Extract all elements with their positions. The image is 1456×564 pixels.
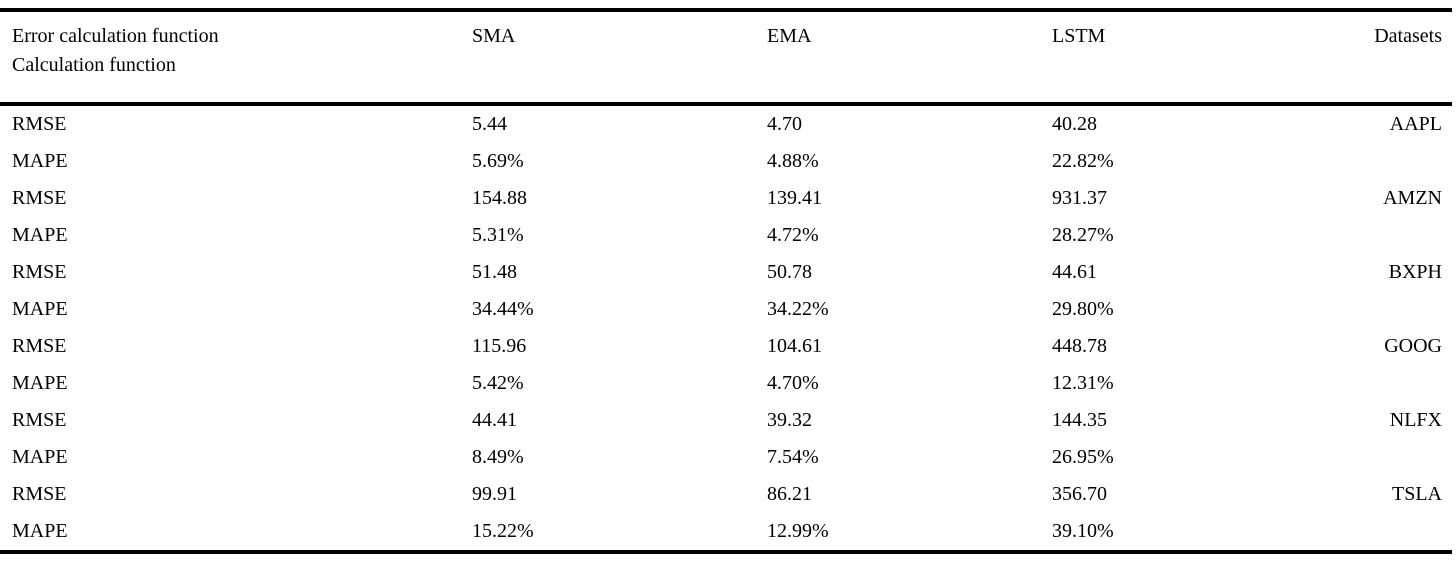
dataset-cell: AMZN xyxy=(1383,187,1442,209)
ema-cell: 50.78 xyxy=(767,261,812,283)
column-header-ema: EMA xyxy=(767,10,1052,106)
metric-cell: MAPE xyxy=(12,298,68,320)
metric-cell: MAPE xyxy=(12,224,68,246)
lstm-cell: 448.78 xyxy=(1052,335,1107,357)
dataset-cell xyxy=(1345,217,1452,254)
metric-cell: RMSE xyxy=(12,187,67,209)
sma-cell: 5.42% xyxy=(472,372,524,394)
dataset-cell: TSLA xyxy=(1392,483,1442,505)
lstm-cell: 931.37 xyxy=(1052,187,1107,209)
dataset-cell xyxy=(1345,291,1452,328)
sma-cell: 5.31% xyxy=(472,224,524,246)
ema-cell: 4.70 xyxy=(767,113,802,135)
dataset-cell xyxy=(1345,513,1452,552)
column-header-lstm: LSTM xyxy=(1052,10,1345,106)
metric-cell: RMSE xyxy=(12,113,67,135)
metric-cell: MAPE xyxy=(12,372,68,394)
ema-cell: 7.54% xyxy=(767,446,819,468)
dataset-cell xyxy=(1345,439,1452,476)
ema-cell: 12.99% xyxy=(767,520,829,542)
lstm-cell: 39.10% xyxy=(1052,520,1114,542)
dataset-cell: NLFX xyxy=(1389,409,1442,431)
metric-cell: MAPE xyxy=(12,446,68,468)
dataset-cell xyxy=(1345,143,1452,180)
table-row: RMSE 51.48 50.78 44.61 BXPH xyxy=(0,254,1452,291)
header-line-1: Error calculation function xyxy=(12,25,219,47)
lstm-cell: 28.27% xyxy=(1052,224,1114,246)
lstm-cell: 40.28 xyxy=(1052,113,1097,135)
dataset-cell: BXPH xyxy=(1388,261,1442,283)
sma-cell: 15.22% xyxy=(472,520,534,542)
ema-cell: 139.41 xyxy=(767,187,822,209)
lstm-cell: 26.95% xyxy=(1052,446,1114,468)
table-row: RMSE 99.91 86.21 356.70 TSLA xyxy=(0,476,1452,513)
sma-cell: 44.41 xyxy=(472,409,517,431)
column-header-error-function: Error calculation function Calculation f… xyxy=(0,10,472,106)
table-body: RMSE 5.44 4.70 40.28 AAPL MAPE 5.69% 4.8… xyxy=(0,104,1452,552)
sma-cell: 34.44% xyxy=(472,298,534,320)
dataset-cell: AAPL xyxy=(1389,113,1442,135)
sma-cell: 115.96 xyxy=(472,335,527,357)
sma-cell: 8.49% xyxy=(472,446,524,468)
column-header-sma: SMA xyxy=(472,10,767,106)
lstm-cell: 44.61 xyxy=(1052,261,1097,283)
ema-cell: 4.70% xyxy=(767,372,819,394)
lstm-cell: 29.80% xyxy=(1052,298,1114,320)
sma-cell: 51.48 xyxy=(472,261,517,283)
sma-cell: 99.91 xyxy=(472,483,517,505)
table-row: RMSE 115.96 104.61 448.78 GOOG xyxy=(0,328,1452,365)
table-row: RMSE 44.41 39.32 144.35 NLFX xyxy=(0,402,1452,439)
header-row: Error calculation function Calculation f… xyxy=(0,10,1452,106)
metric-cell: RMSE xyxy=(12,483,67,505)
table-row: MAPE 5.31% 4.72% 28.27% xyxy=(0,217,1452,254)
sma-cell: 154.88 xyxy=(472,187,527,209)
dataset-cell xyxy=(1345,365,1452,402)
column-header-datasets: Datasets xyxy=(1345,10,1452,106)
ema-cell: 4.72% xyxy=(767,224,819,246)
metric-cell: RMSE xyxy=(12,409,67,431)
table-row: RMSE 5.44 4.70 40.28 AAPL xyxy=(0,104,1452,143)
sma-cell: 5.44 xyxy=(472,113,507,135)
metric-cell: MAPE xyxy=(12,150,68,172)
ema-cell: 39.32 xyxy=(767,409,812,431)
table-row: MAPE 8.49% 7.54% 26.95% xyxy=(0,439,1452,476)
ema-cell: 34.22% xyxy=(767,298,829,320)
table-row: RMSE 154.88 139.41 931.37 AMZN xyxy=(0,180,1452,217)
metric-cell: RMSE xyxy=(12,261,67,283)
header-line-2: Calculation function xyxy=(12,54,176,76)
table-header: Error calculation function Calculation f… xyxy=(0,10,1452,106)
table-row: MAPE 5.69% 4.88% 22.82% xyxy=(0,143,1452,180)
ema-cell: 4.88% xyxy=(767,150,819,172)
lstm-cell: 144.35 xyxy=(1052,409,1107,431)
lstm-cell: 12.31% xyxy=(1052,372,1114,394)
lstm-cell: 356.70 xyxy=(1052,483,1107,505)
ema-cell: 104.61 xyxy=(767,335,822,357)
table-row: MAPE 34.44% 34.22% 29.80% xyxy=(0,291,1452,328)
table-row: MAPE 15.22% 12.99% 39.10% xyxy=(0,513,1452,552)
metric-cell: MAPE xyxy=(12,520,68,542)
metric-cell: RMSE xyxy=(12,335,67,357)
dataset-cell: GOOG xyxy=(1384,335,1442,357)
sma-cell: 5.69% xyxy=(472,150,524,172)
table-row: MAPE 5.42% 4.70% 12.31% xyxy=(0,365,1452,402)
ema-cell: 86.21 xyxy=(767,483,812,505)
error-metrics-table: Error calculation function Calculation f… xyxy=(0,8,1452,554)
lstm-cell: 22.82% xyxy=(1052,150,1114,172)
